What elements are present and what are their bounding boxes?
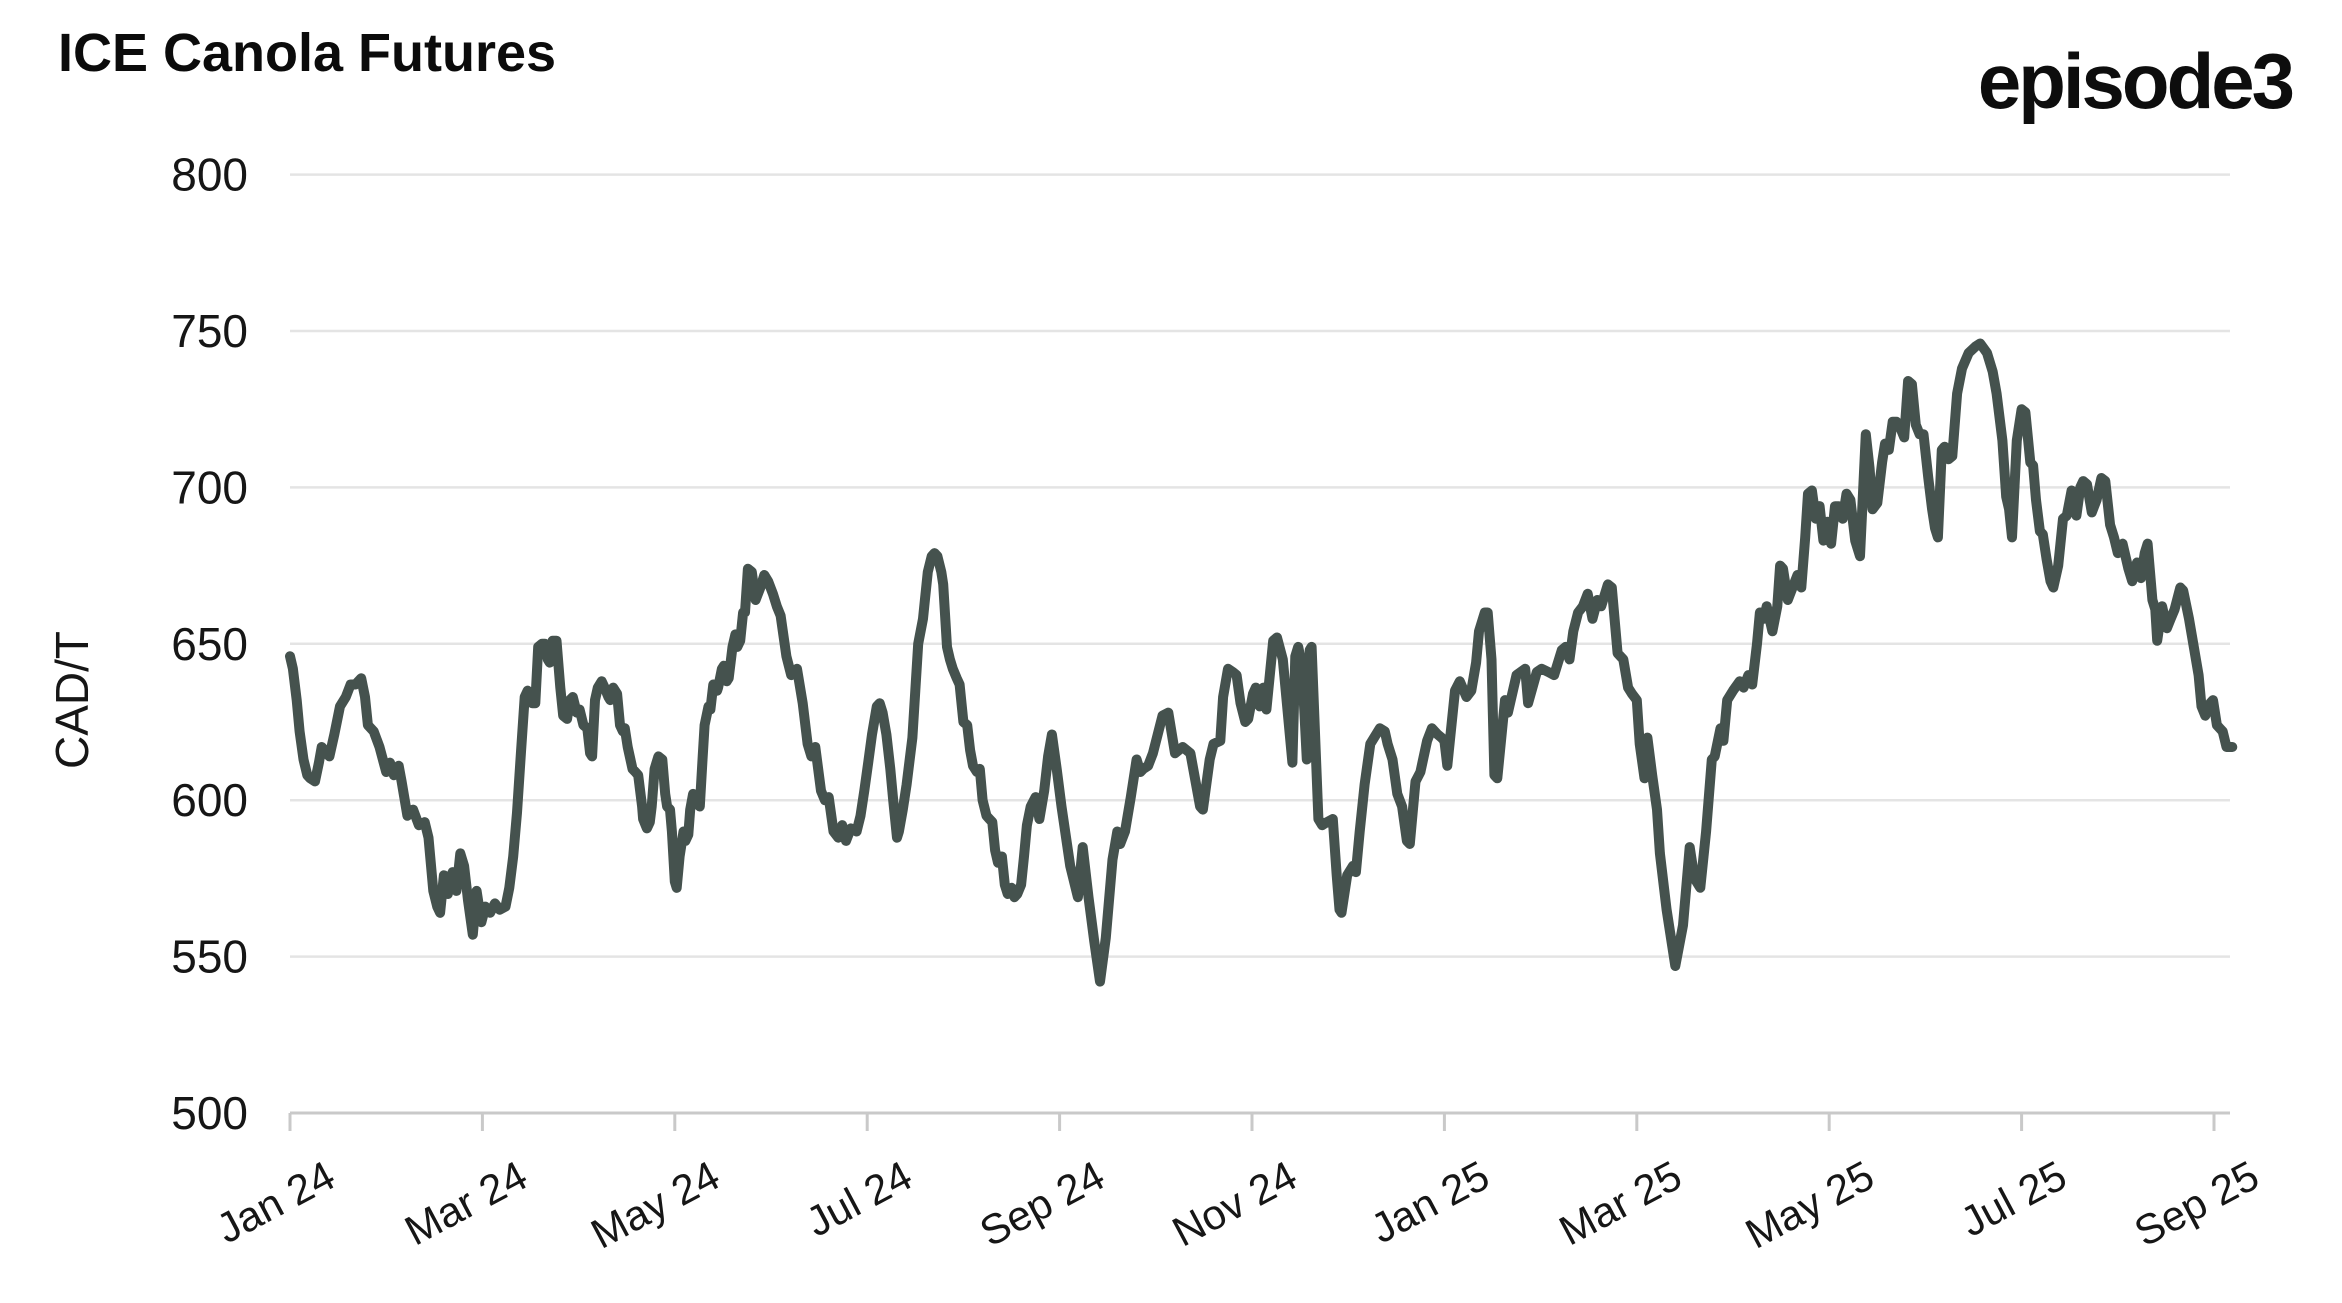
ytick-label-750: 750 <box>171 305 248 357</box>
xtick-label-mar-24: Mar 24 <box>397 1151 534 1254</box>
xtick-label-jul-25: Jul 25 <box>1953 1151 2074 1245</box>
xtick-label-sep-24: Sep 24 <box>972 1151 1112 1255</box>
series-ice-canola-futures-close-cad-t- <box>285 338 2238 987</box>
ytick-label-650: 650 <box>171 618 248 670</box>
ytick-label-600: 600 <box>171 774 248 826</box>
chart-title: ICE Canola Futures <box>58 23 557 83</box>
xtick-label-may-25: May 25 <box>1738 1151 1882 1257</box>
episode3-logo: episode3 <box>1977 37 2295 125</box>
xtick-label-may-24: May 24 <box>583 1151 727 1257</box>
ytick-label-800: 800 <box>171 149 248 201</box>
xtick-label-sep-25: Sep 25 <box>2127 1151 2267 1255</box>
axis-labels: 800 750 700 650 600 550 500 Jan 24 Mar 24 May 24 J… <box>46 149 2266 1258</box>
ytick-label-500: 500 <box>171 1087 248 1139</box>
axes <box>288 1111 2230 1131</box>
xtick-label-jul-24: Jul 24 <box>798 1151 919 1245</box>
ytick-label-550: 550 <box>171 931 248 983</box>
ytick-label-700: 700 <box>171 461 248 513</box>
y-axis-title: CAD/T <box>46 631 98 769</box>
xtick-label-nov-24: Nov 24 <box>1165 1151 1305 1255</box>
price-line-series <box>285 338 2238 987</box>
xtick-label-jan-24: Jan 24 <box>209 1151 342 1252</box>
xtick-label-jan-25: Jan 25 <box>1363 1151 1496 1252</box>
gridlines <box>290 173 2230 958</box>
xtick-label-mar-25: Mar 25 <box>1552 1151 1689 1254</box>
